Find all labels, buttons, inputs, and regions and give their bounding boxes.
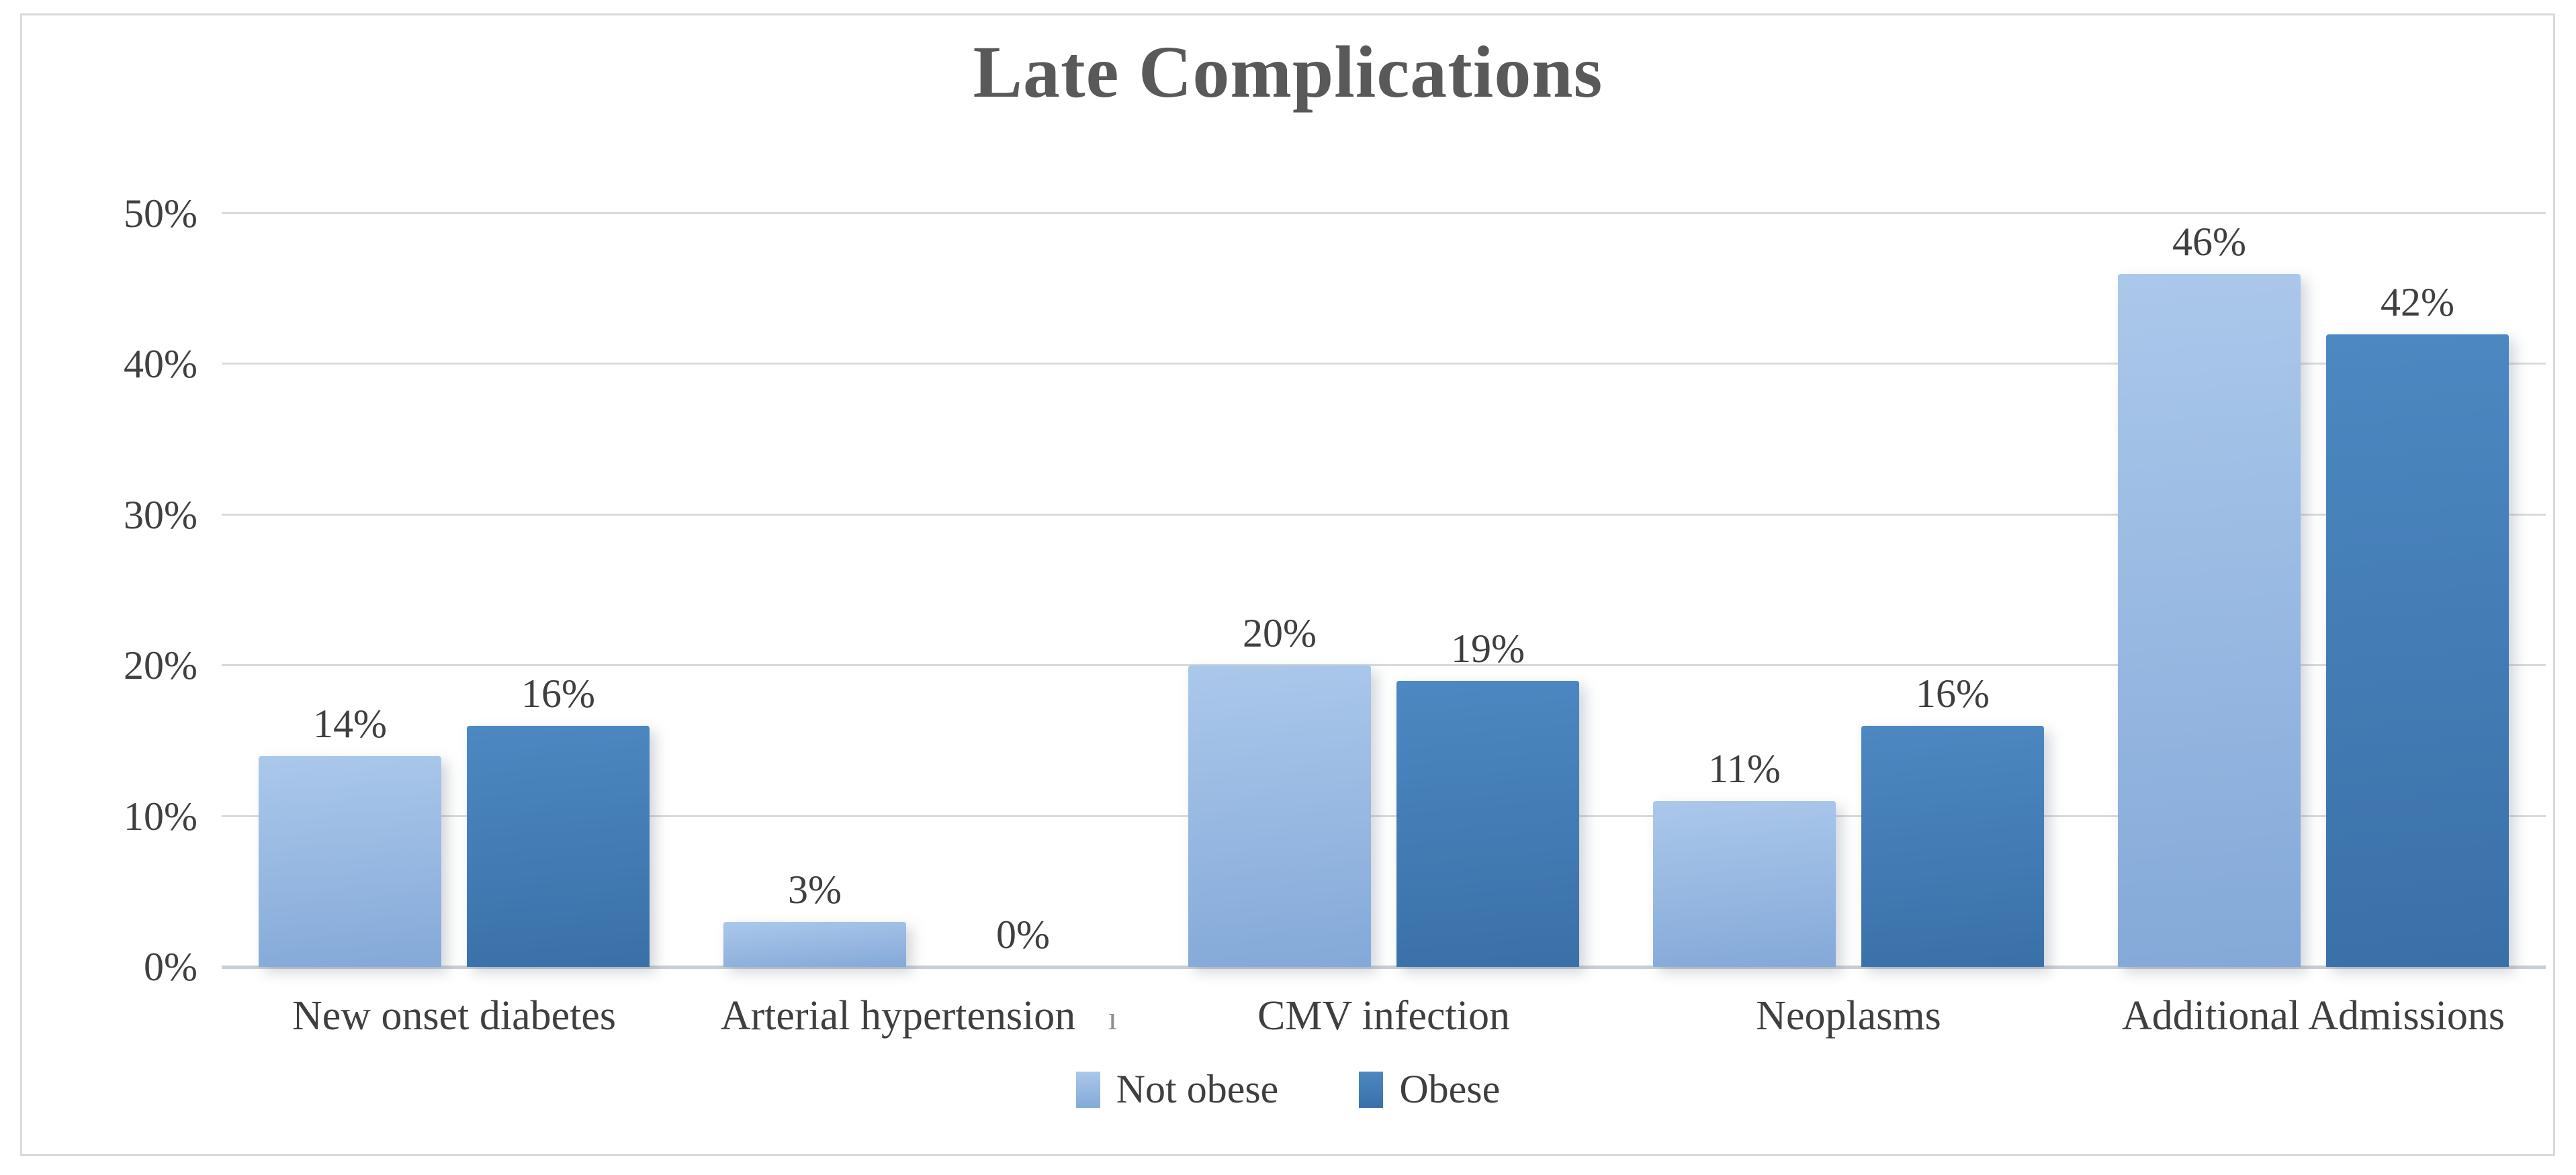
legend-label: Obese [1399, 1067, 1501, 1111]
bar-value-label: 3% [788, 867, 842, 912]
legend-swatch [1359, 1071, 1384, 1108]
legend: Not obese Obese [0, 1066, 2576, 1113]
bar-value-label: 20% [1243, 611, 1317, 656]
bar-column: 11% [1653, 214, 1836, 967]
bar-value-label: 11% [1708, 747, 1781, 792]
bar-value-label: 0% [996, 912, 1050, 957]
y-tick-label: 50% [124, 191, 197, 236]
bar-group: 46% 42% [2081, 214, 2546, 967]
bar [1396, 680, 1579, 967]
gridline [222, 664, 2546, 667]
category-label-text: CMV infection [1257, 993, 1510, 1039]
bar-value-label: 42% [2381, 279, 2454, 324]
legend-swatch [1075, 1071, 1100, 1108]
gridline [222, 814, 2546, 817]
gridline [222, 966, 2546, 969]
chart-title: Late Complications [973, 31, 1603, 113]
legend-item: Not obese [1075, 1066, 1279, 1113]
y-tick-label: 20% [124, 643, 197, 688]
bar-column: 0% [932, 214, 1114, 967]
y-tick-label: 40% [124, 342, 197, 387]
category-axis: New onset diabetes Arterial hypertension ı… [222, 992, 2546, 1040]
y-tick-label: 0% [144, 945, 197, 989]
bar-groups: 14% 16% 3% 0% 20% 19% 11% 16% 46% 42% [222, 214, 2546, 967]
category-label: New onset diabetes [222, 992, 686, 1040]
bar [1653, 801, 1836, 967]
bar-column: 46% [2118, 214, 2301, 967]
bar-group: 14% 16% [222, 214, 686, 967]
plot-area: 14% 16% 3% 0% 20% 19% 11% 16% 46% 42% 0% 10% 20% 30%… [124, 191, 2546, 989]
bar [467, 725, 650, 967]
category-label: Neoplasms [1616, 992, 2081, 1040]
legend-item: Obese [1359, 1066, 1500, 1113]
bar-group: 20% 19% [1151, 214, 1616, 967]
bar-column: 42% [2326, 214, 2509, 967]
category-label-text: New onset diabetes [292, 993, 617, 1039]
gridline [222, 513, 2546, 516]
category-label-text: Arterial hypertension [720, 993, 1076, 1039]
bar [1861, 725, 2044, 967]
category-label: Arterial hypertension ı [686, 992, 1151, 1040]
category-label: Additional Admissions [2081, 992, 2546, 1040]
bar [2326, 334, 2509, 967]
bar [2118, 273, 2301, 967]
bar-group: 3% 0% [686, 214, 1151, 967]
bar-value-label: 16% [1916, 671, 1990, 716]
bar-column: 16% [1861, 214, 2044, 967]
bar-value-label: 16% [521, 671, 595, 716]
legend-label: Not obese [1116, 1067, 1279, 1111]
bar-value-label: 14% [313, 701, 387, 746]
bar-column: 14% [259, 214, 441, 967]
category-label-text: Neoplasms [1756, 993, 1941, 1039]
gridline [222, 212, 2546, 214]
bar-group: 11% 16% [1616, 214, 2081, 967]
bar-value-label: 46% [2172, 219, 2246, 264]
bar-column: 3% [723, 214, 906, 967]
category-label-text: Additional Admissions [2121, 993, 2505, 1039]
bar [723, 921, 906, 967]
bar-column: 20% [1188, 214, 1371, 967]
category-stray-mark: ı [1108, 999, 1118, 1037]
bar-column: 19% [1396, 214, 1579, 967]
category-label: CMV infection [1151, 992, 1616, 1040]
bar-column: 16% [467, 214, 650, 967]
y-tick-label: 30% [124, 492, 197, 537]
bar-value-label: 19% [1451, 626, 1525, 671]
y-tick-label: 10% [124, 794, 197, 839]
bar [259, 755, 441, 967]
bar [1188, 665, 1371, 967]
gridline [222, 363, 2546, 365]
